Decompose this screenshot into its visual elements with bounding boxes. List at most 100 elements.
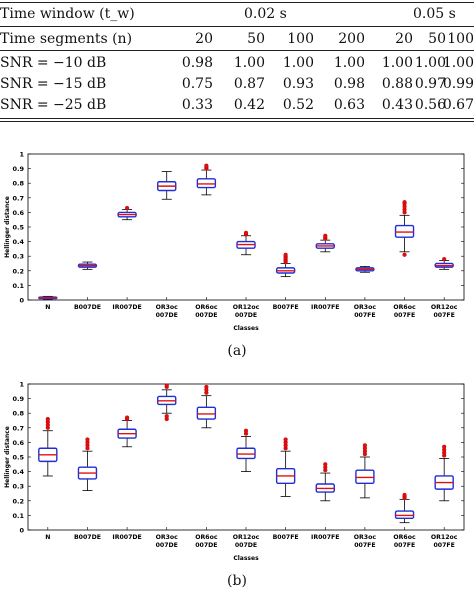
table-cell: 0.88 — [381, 76, 413, 92]
table-header-label: Time window (t_w) — [0, 6, 135, 22]
category-label: B007DE — [74, 534, 101, 541]
table-cell: 0.67 — [442, 97, 474, 113]
category-label: B007FE — [273, 534, 299, 541]
outlier-point — [124, 205, 130, 211]
table-bottom-rule-1 — [0, 118, 474, 119]
outlier-point — [204, 163, 209, 168]
y-axis-label: Hellinger distance — [4, 426, 11, 488]
table-mid-rule — [0, 50, 474, 51]
outlier-point — [402, 492, 407, 498]
category-label: OR12oc — [431, 534, 458, 541]
table-cell: 0.43 — [381, 97, 413, 113]
x-axis-label: Classes — [233, 325, 259, 332]
y-axis-label: Hellinger distance — [4, 196, 11, 258]
table-cell: 1.00 — [282, 55, 314, 71]
y-tick-label: 0.1 — [12, 282, 24, 290]
y-tick-label: 0.6 — [12, 209, 24, 217]
y-tick-label: 0.5 — [12, 224, 24, 232]
y-tick-label: 0.9 — [12, 395, 24, 403]
category-label: 007FE — [394, 312, 415, 319]
row-label-1: SNR = −15 dB — [0, 76, 107, 92]
boxplot-b: 0 0.1 0.2 0.3 0.4 0.5 0.6 0.7 0.8 0.9 1 Hellinger d… — [4, 381, 465, 562]
row-label-2: SNR = −25 dB — [0, 97, 107, 113]
y-tick-label: 1 — [19, 381, 24, 389]
category-label: 007DE — [235, 542, 257, 549]
y-tick-label: 0.3 — [12, 483, 24, 491]
category-label: 007DE — [195, 312, 217, 319]
category-label: OR12oc — [431, 304, 458, 311]
box — [236, 447, 256, 460]
category-label: 007DE — [235, 312, 257, 319]
category-label: 007FE — [354, 312, 375, 319]
outlier-point — [164, 383, 169, 388]
boxplot-a: 0 0.1 0.2 0.3 0.4 0.5 0.6 0.7 0.8 0.9 1 Hellinger d… — [4, 151, 465, 332]
segment-header-0: 20 — [195, 31, 213, 47]
category-label: OR6oc — [393, 304, 416, 311]
category-label: N — [45, 534, 50, 541]
y-tick-label: 0.8 — [12, 180, 24, 188]
category-label: OR3oc — [354, 304, 377, 311]
y-tick-label: 0.6 — [12, 439, 24, 447]
outlier-point — [85, 437, 90, 442]
y-tick-label: 1 — [19, 151, 24, 159]
category-label: OR12oc — [233, 304, 260, 311]
category-label: N — [45, 304, 50, 311]
box — [355, 469, 375, 484]
box — [196, 406, 217, 420]
y-tick-label: 0.8 — [12, 410, 24, 418]
category-label: 007DE — [195, 542, 217, 549]
category-label: 007DE — [156, 542, 178, 549]
segment-header-5: 50 — [428, 31, 446, 47]
y-tick-label: 0.4 — [12, 238, 24, 246]
y-tick-label: 0.2 — [12, 497, 24, 505]
y-tick-label: 0.4 — [12, 468, 24, 476]
category-label: 007FE — [394, 542, 415, 549]
outlier-point — [45, 416, 50, 422]
y-tick-label: 0.3 — [12, 253, 24, 261]
outlier-point — [402, 252, 407, 257]
category-label: 007FE — [354, 542, 375, 549]
y-tick-label: 0.2 — [12, 267, 24, 275]
box — [394, 224, 415, 238]
x-axis-label: Classes — [233, 555, 259, 562]
time-window-label: Time window (t_w) — [0, 6, 135, 22]
category-label: B007FE — [273, 304, 299, 311]
segment-header-4: 20 — [395, 31, 413, 47]
category-label: 007DE — [156, 312, 178, 319]
results-table: Time window (t_w) 0.02 s 0.05 s Time seg… — [0, 0, 474, 124]
table-cell: 0.42 — [233, 97, 265, 113]
table-cell: 0.75 — [181, 76, 213, 92]
category-label: OR6oc — [195, 534, 218, 541]
outlier-point — [283, 252, 288, 257]
category-label: OR3oc — [156, 304, 179, 311]
y-tick-label: 0 — [19, 297, 24, 305]
table-cell: 0.87 — [233, 76, 265, 92]
table-cell: 1.00 — [333, 55, 365, 71]
category-label: IR007FE — [311, 304, 339, 311]
segment-header-6: 100 — [447, 31, 474, 47]
table-cell: 1.00 — [381, 55, 413, 71]
outlier-point — [323, 233, 328, 238]
y-tick-label: 0 — [19, 527, 24, 535]
segment-header-1: 50 — [247, 31, 265, 47]
y-tick-label: 0.5 — [12, 454, 24, 462]
table-cell: 1.00 — [442, 55, 474, 71]
y-tick-label: 0.1 — [12, 512, 24, 520]
segment-header-2: 100 — [287, 31, 314, 47]
table-cell: 0.99 — [442, 76, 474, 92]
category-label: 007FE — [433, 312, 454, 319]
table-top-rule — [0, 2, 474, 3]
panel-label-b: (b) — [227, 573, 247, 589]
outlier-point — [402, 200, 407, 205]
outlier-point — [164, 414, 169, 419]
y-tick-label: 0.9 — [12, 165, 24, 173]
table-cell: 0.63 — [333, 97, 365, 113]
table-cell: 1.00 — [414, 55, 446, 71]
table-cell: 0.33 — [181, 97, 213, 113]
table-cell: 0.98 — [181, 55, 213, 71]
row-label-0: SNR = −10 dB — [0, 55, 107, 71]
outlier-point — [362, 443, 368, 448]
outlier-point — [204, 384, 209, 390]
category-label: OR6oc — [393, 534, 416, 541]
category-label: IR007DE — [112, 534, 141, 541]
